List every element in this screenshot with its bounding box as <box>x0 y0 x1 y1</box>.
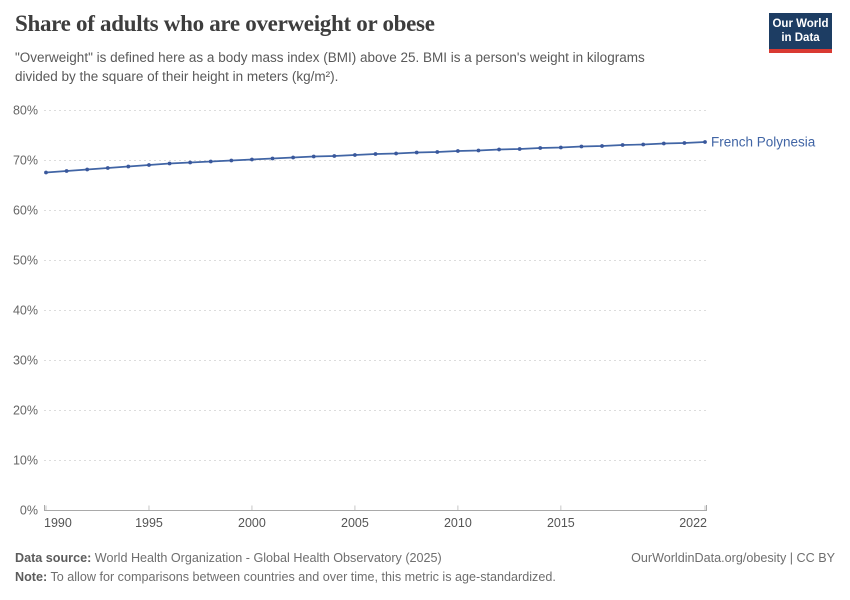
line-chart[interactable]: 0% 10% 20% 30% 40% 50% 60% 70% 80% 1990 1995 2000 20… <box>0 95 850 545</box>
chart-subtitle: "Overweight" is defined here as a body m… <box>15 50 645 84</box>
data-point[interactable] <box>538 146 543 150</box>
data-point[interactable] <box>394 151 398 156</box>
logo-text-line1: Our World <box>772 18 829 30</box>
data-point[interactable] <box>682 141 687 145</box>
data-point[interactable] <box>208 159 213 164</box>
data-point[interactable] <box>105 166 110 170</box>
page-title: Share of adults who are overweight or ob… <box>15 11 435 36</box>
data-point[interactable] <box>455 149 460 153</box>
data-point[interactable] <box>311 154 316 159</box>
data-point[interactable] <box>435 150 440 154</box>
data-point[interactable] <box>64 169 69 173</box>
note-line: Note: To allow for comparisons between c… <box>15 568 556 587</box>
entity-label[interactable]: French Polynesia <box>711 135 816 150</box>
y-tick-label: 0% <box>20 504 38 518</box>
data-point[interactable] <box>332 154 337 158</box>
y-tick-label: 80% <box>13 104 38 118</box>
data-point[interactable] <box>641 142 646 147</box>
data-point[interactable] <box>229 158 234 163</box>
data-point[interactable] <box>44 170 48 175</box>
data-point[interactable] <box>167 161 172 166</box>
x-tick-label: 1995 <box>135 516 163 530</box>
data-point[interactable] <box>291 155 296 160</box>
data-point[interactable] <box>661 141 666 146</box>
data-point[interactable] <box>558 145 563 150</box>
data-point[interactable] <box>414 150 419 155</box>
note-text: To allow for comparisons between countri… <box>47 570 556 584</box>
y-tick-label: 40% <box>13 304 38 318</box>
y-tick-label: 70% <box>13 154 38 168</box>
data-point[interactable] <box>250 157 254 162</box>
y-tick-label: 10% <box>13 454 38 468</box>
data-line[interactable] <box>45 141 706 174</box>
data-source-line: Data source: World Health Organization -… <box>15 549 442 568</box>
data-point[interactable] <box>703 140 707 144</box>
y-tick-label: 50% <box>13 254 38 268</box>
y-tick-label: 60% <box>13 204 38 218</box>
data-point[interactable] <box>353 153 357 157</box>
x-tick-label: 2010 <box>444 516 472 530</box>
x-tick-label: 2015 <box>547 516 575 530</box>
x-tick-label: 2000 <box>238 516 266 530</box>
data-source-label: Data source: <box>15 551 92 565</box>
data-point[interactable] <box>188 160 193 165</box>
data-point[interactable] <box>85 167 90 172</box>
data-point[interactable] <box>270 156 275 161</box>
data-source-text: World Health Organization - Global Healt… <box>91 551 442 565</box>
x-tick-label: 2005 <box>341 516 369 530</box>
x-tick-label: 2022 <box>679 516 707 530</box>
chart-footer: Data source: World Health Organization -… <box>15 549 835 587</box>
data-point[interactable] <box>620 143 625 147</box>
note-label: Note: <box>15 570 48 584</box>
data-point[interactable] <box>517 147 522 151</box>
owid-logo[interactable]: Our World in Data <box>769 13 832 53</box>
data-point[interactable] <box>147 163 151 167</box>
data-point[interactable] <box>497 147 501 152</box>
data-point[interactable] <box>373 152 378 156</box>
logo-text-line2: in Data <box>781 31 820 44</box>
credit-link[interactable]: OurWorldinData.org/obesity | CC BY <box>631 551 835 565</box>
data-point[interactable] <box>579 144 584 149</box>
y-tick-label: 20% <box>13 404 38 418</box>
data-point[interactable] <box>126 164 131 169</box>
y-tick-label: 30% <box>13 354 38 368</box>
x-tick-label: 1990 <box>44 516 72 530</box>
data-point[interactable] <box>600 144 604 148</box>
data-point[interactable] <box>476 148 481 153</box>
